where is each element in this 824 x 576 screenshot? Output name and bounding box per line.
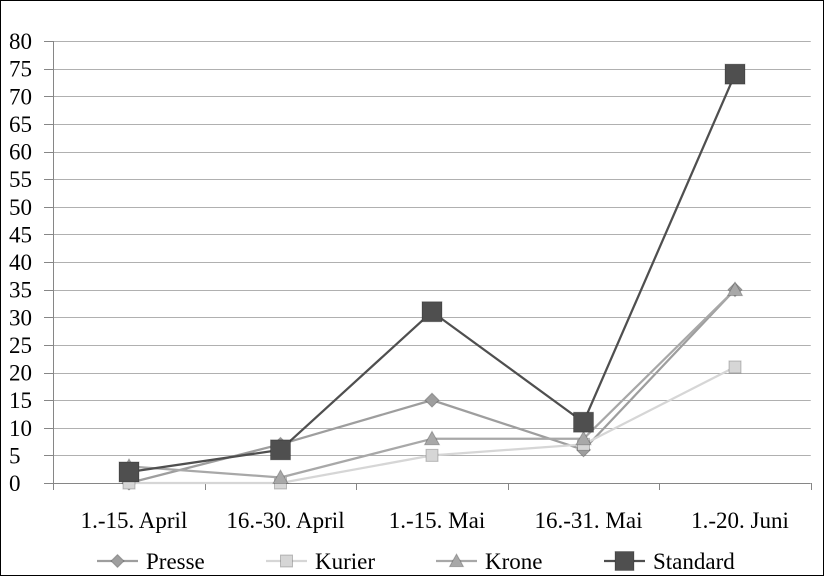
- plot-series: [118, 63, 746, 491]
- series-standard: [118, 63, 746, 483]
- legend-item: Presse: [97, 549, 205, 574]
- y-tick-label: 30: [9, 305, 32, 330]
- legend-label: Presse: [146, 549, 205, 574]
- y-tick-label: 0: [9, 471, 21, 496]
- y-tick-label: 80: [9, 29, 32, 54]
- y-tick-label: 10: [9, 416, 32, 441]
- legend-label: Kurier: [315, 549, 375, 574]
- y-tick-label: 20: [9, 361, 32, 386]
- y-tick-label: 70: [9, 84, 32, 109]
- data-point-marker: [270, 439, 291, 461]
- data-point-marker: [118, 461, 140, 483]
- x-tick-label: 1.-15. April: [81, 508, 188, 533]
- y-tick-label: 5: [9, 443, 21, 468]
- x-axis-tick-labels: 1.-15. April 16.-30. April 1.-15. Mai 16.-3…: [81, 508, 789, 533]
- y-tick-label: 40: [9, 250, 32, 275]
- y-tick-label: 45: [9, 222, 32, 247]
- y-tick-label: 75: [9, 57, 32, 82]
- data-point-marker: [728, 360, 742, 374]
- legend-label: Standard: [653, 549, 735, 574]
- data-point-marker: [575, 430, 592, 446]
- legend-item: Krone: [436, 549, 542, 574]
- legend-marker: [110, 553, 125, 569]
- legend-marker: [614, 551, 635, 571]
- x-tick-label: 1.-15. Mai: [389, 508, 485, 533]
- legend-item: Standard: [604, 549, 735, 574]
- data-point-marker: [272, 468, 289, 484]
- y-tick-label: 35: [9, 278, 32, 303]
- y-tick-label: 15: [9, 388, 32, 413]
- y-tick-label: 60: [9, 140, 32, 165]
- y-tick-label: 55: [9, 167, 32, 192]
- gridlines: [53, 41, 811, 456]
- data-point-marker: [421, 301, 443, 323]
- legend-item: Kurier: [266, 549, 375, 574]
- data-point-marker: [726, 281, 744, 297]
- y-tick-label: 65: [9, 112, 32, 137]
- data-point-marker: [424, 392, 440, 408]
- x-tick-label: 16.-31. Mai: [535, 508, 643, 533]
- data-point-marker: [425, 448, 439, 462]
- legend-marker: [280, 554, 293, 568]
- data-point-marker: [724, 63, 746, 85]
- x-tick-label: 16.-30. April: [226, 508, 344, 533]
- x-tick-label: 1.-20. Juni: [691, 508, 789, 533]
- legend-label: Krone: [485, 549, 542, 574]
- legend-marker: [448, 552, 465, 568]
- data-point-marker: [573, 411, 594, 433]
- series-kurier: [122, 360, 742, 490]
- y-tick-label: 25: [9, 333, 32, 358]
- data-point-marker: [423, 430, 441, 446]
- y-tick-label: 50: [9, 195, 32, 220]
- legend: Presse Kurier Krone Standard: [97, 549, 735, 574]
